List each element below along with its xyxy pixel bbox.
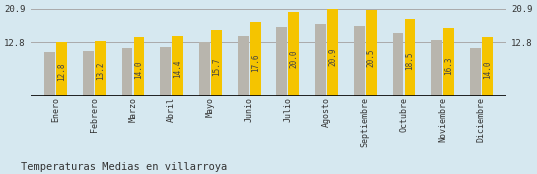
Bar xyxy=(95,41,106,96)
Bar xyxy=(134,37,144,96)
Bar xyxy=(172,36,183,96)
Bar xyxy=(161,47,171,96)
Text: 14.4: 14.4 xyxy=(173,60,182,78)
Text: 12.8: 12.8 xyxy=(57,63,66,81)
Bar xyxy=(404,19,415,96)
Text: 20.9: 20.9 xyxy=(328,47,337,66)
Text: 16.3: 16.3 xyxy=(444,56,453,74)
Bar xyxy=(122,48,133,96)
Bar xyxy=(238,36,249,96)
Text: Temperaturas Medias en villarroya: Temperaturas Medias en villarroya xyxy=(21,162,228,172)
Bar xyxy=(443,28,454,96)
Bar xyxy=(327,9,338,96)
Bar xyxy=(366,10,376,96)
Bar xyxy=(44,52,55,96)
Bar xyxy=(470,48,481,96)
Bar xyxy=(211,30,222,96)
Text: 14.0: 14.0 xyxy=(135,60,143,79)
Bar xyxy=(482,37,493,96)
Bar xyxy=(354,26,365,96)
Text: 20.5: 20.5 xyxy=(367,48,376,67)
Bar xyxy=(199,42,210,96)
Text: 18.5: 18.5 xyxy=(405,52,415,70)
Bar xyxy=(431,40,442,96)
Text: 15.7: 15.7 xyxy=(212,57,221,76)
Bar xyxy=(288,13,299,96)
Text: 20.0: 20.0 xyxy=(289,49,299,68)
Bar xyxy=(277,27,287,96)
Bar xyxy=(83,51,94,96)
Text: 17.6: 17.6 xyxy=(251,54,260,72)
Text: 13.2: 13.2 xyxy=(96,62,105,80)
Bar xyxy=(250,22,260,96)
Text: 14.0: 14.0 xyxy=(483,60,492,79)
Bar xyxy=(315,24,326,96)
Bar xyxy=(393,33,403,96)
Bar xyxy=(56,42,67,96)
